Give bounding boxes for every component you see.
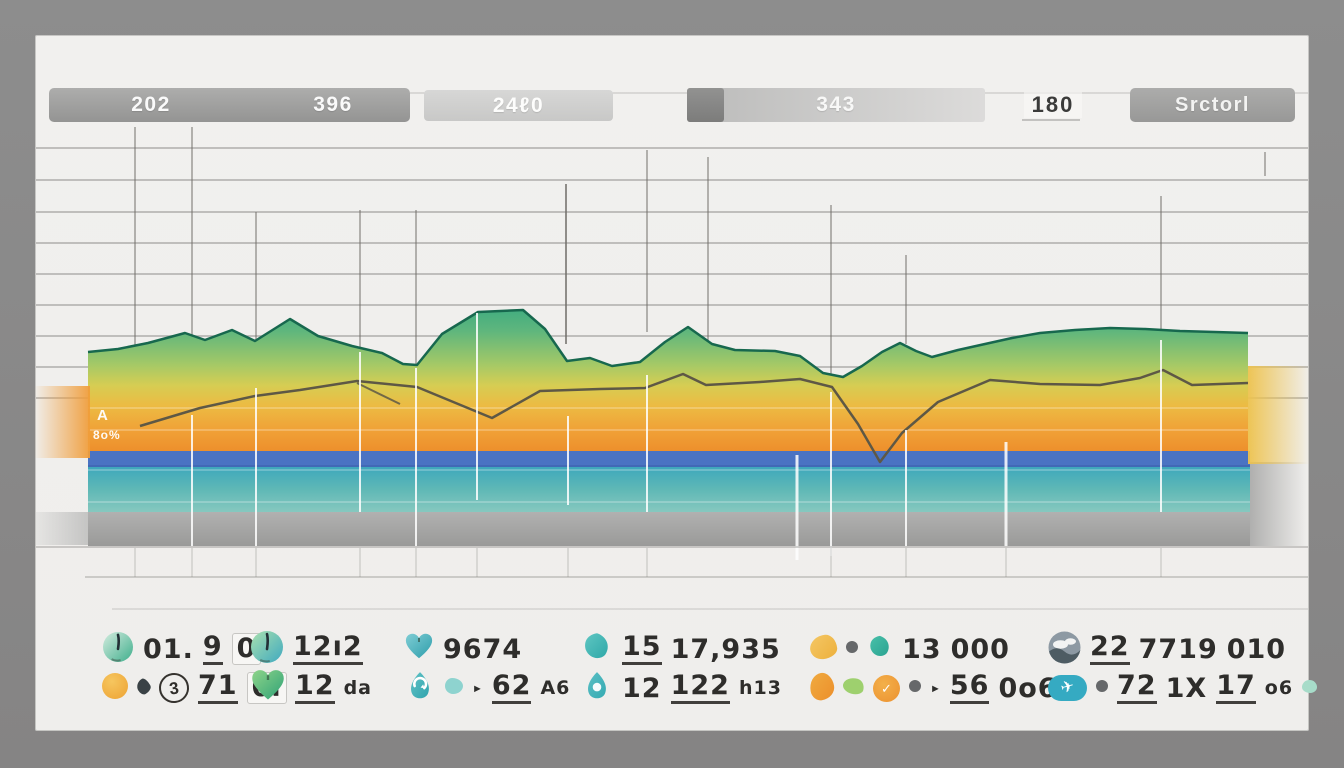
stat-value-token: A6 <box>540 676 571 699</box>
blob-green-icon <box>841 675 866 698</box>
chip-teal-icon <box>445 678 463 698</box>
stat-item-4-2: 12 122 h13 <box>581 667 782 709</box>
arrow-tiny-icon: ► <box>472 683 483 695</box>
arrow-tiny-icon: ► <box>930 683 941 695</box>
stat-value-token: h13 <box>738 676 782 699</box>
stat-value-token: 71 <box>198 672 238 704</box>
stat-value-token: 9 <box>202 633 223 665</box>
stat-value-token: 15 <box>622 633 662 665</box>
toolbar-segment-2-label: 24ℓ0 <box>492 93 545 117</box>
scroll-button-label: Srctorl <box>1175 93 1250 116</box>
heart-teal-icon <box>404 632 434 666</box>
stat-item-1-1: 01. 9 0 <box>102 628 262 670</box>
stat-item-4-1: 15 17,935 <box>581 628 781 670</box>
dot-gray-icon <box>846 641 858 657</box>
stat-value-token: 72 <box>1117 672 1157 704</box>
stat-value-token: o6 <box>1264 676 1294 699</box>
stat-item-5-1: 13 000 <box>808 628 1010 670</box>
toolbar-segment-1-label-right: 396 <box>313 93 353 116</box>
chart-overlay-label-b: 8o% <box>93 428 121 442</box>
dot-gray-icon <box>909 680 921 696</box>
toolbar-dark-square[interactable] <box>687 88 724 122</box>
orange-circle-icon <box>102 673 128 703</box>
stat-value-token: 010 <box>1226 633 1287 665</box>
pick-teal-icon <box>581 631 613 667</box>
circled-3-icon: 3 <box>157 671 191 705</box>
toolbar-segment-1[interactable]: 202 396 <box>49 88 410 122</box>
gauge2-icon <box>250 630 284 668</box>
stat-item-2-1: 12ı2 <box>250 628 363 670</box>
blob-orange-icon <box>807 670 837 704</box>
stat-value-token: 122 <box>670 672 730 704</box>
toolbar-value-readout: 180 <box>1024 92 1082 118</box>
pick-small-icon <box>867 634 893 664</box>
stat-item-5-2: ✓ ► 56 0o6 <box>807 667 1058 709</box>
stat-value-token: 12 <box>295 672 335 704</box>
stat-item-3-1: 9674 <box>404 628 522 670</box>
drop-arrow-icon <box>404 670 436 706</box>
toolbar-segment-1-label-left: 202 <box>131 93 171 116</box>
dot-gray-icon <box>1096 680 1108 696</box>
landscape-icon <box>1048 631 1081 668</box>
blob-yellow-icon <box>808 633 839 663</box>
stat-value-token: 62 <box>491 672 532 704</box>
stat-value-token: 56 <box>949 672 990 704</box>
chart-overlay-label-a: A <box>97 407 108 424</box>
drop-dot-icon <box>581 670 613 706</box>
stat-item-2-2: 12 da <box>250 667 372 709</box>
heart-green-icon <box>250 668 286 708</box>
stat-value-token: 9674 <box>443 633 523 665</box>
stat-value-token: 1X <box>1165 672 1208 704</box>
stat-value-token: 17 <box>1216 672 1256 704</box>
stat-value-token: 12 <box>622 672 662 704</box>
toolbar-value-underline <box>1022 119 1080 121</box>
stat-value-token: 7719 <box>1138 633 1218 665</box>
toolbar-segment-2[interactable]: 24ℓ0 <box>424 90 613 121</box>
toolbar-segment-3-label: 343 <box>816 93 856 116</box>
dot-mint-icon <box>1302 679 1318 697</box>
stat-value-token: 17,935 <box>670 633 781 665</box>
stat-value-token: 13 <box>902 633 942 665</box>
stat-item-6-2: ✈ 72 1X 17 o6 <box>1048 667 1318 709</box>
stat-item-3-2: ► 62 A6 <box>404 667 570 709</box>
stat-value-token: 0o6 <box>998 672 1058 704</box>
stat-value-token: 000 <box>950 633 1010 665</box>
stat-item-6-1: 22 7719 010 <box>1048 628 1286 670</box>
stat-value-token: da <box>343 676 372 699</box>
leaf-dark-icon <box>134 676 153 698</box>
stat-value-token: 01. <box>143 633 194 665</box>
plane-pill-icon: ✈ <box>1048 675 1087 701</box>
stat-value-token: 12ı2 <box>293 633 363 665</box>
gauge1-icon <box>102 631 134 667</box>
check-circle-icon: ✓ <box>873 674 900 702</box>
stat-value-token: 22 <box>1090 633 1130 665</box>
scroll-button[interactable]: Srctorl <box>1130 88 1295 122</box>
toolbar-segment-3[interactable]: 343 <box>687 88 985 122</box>
